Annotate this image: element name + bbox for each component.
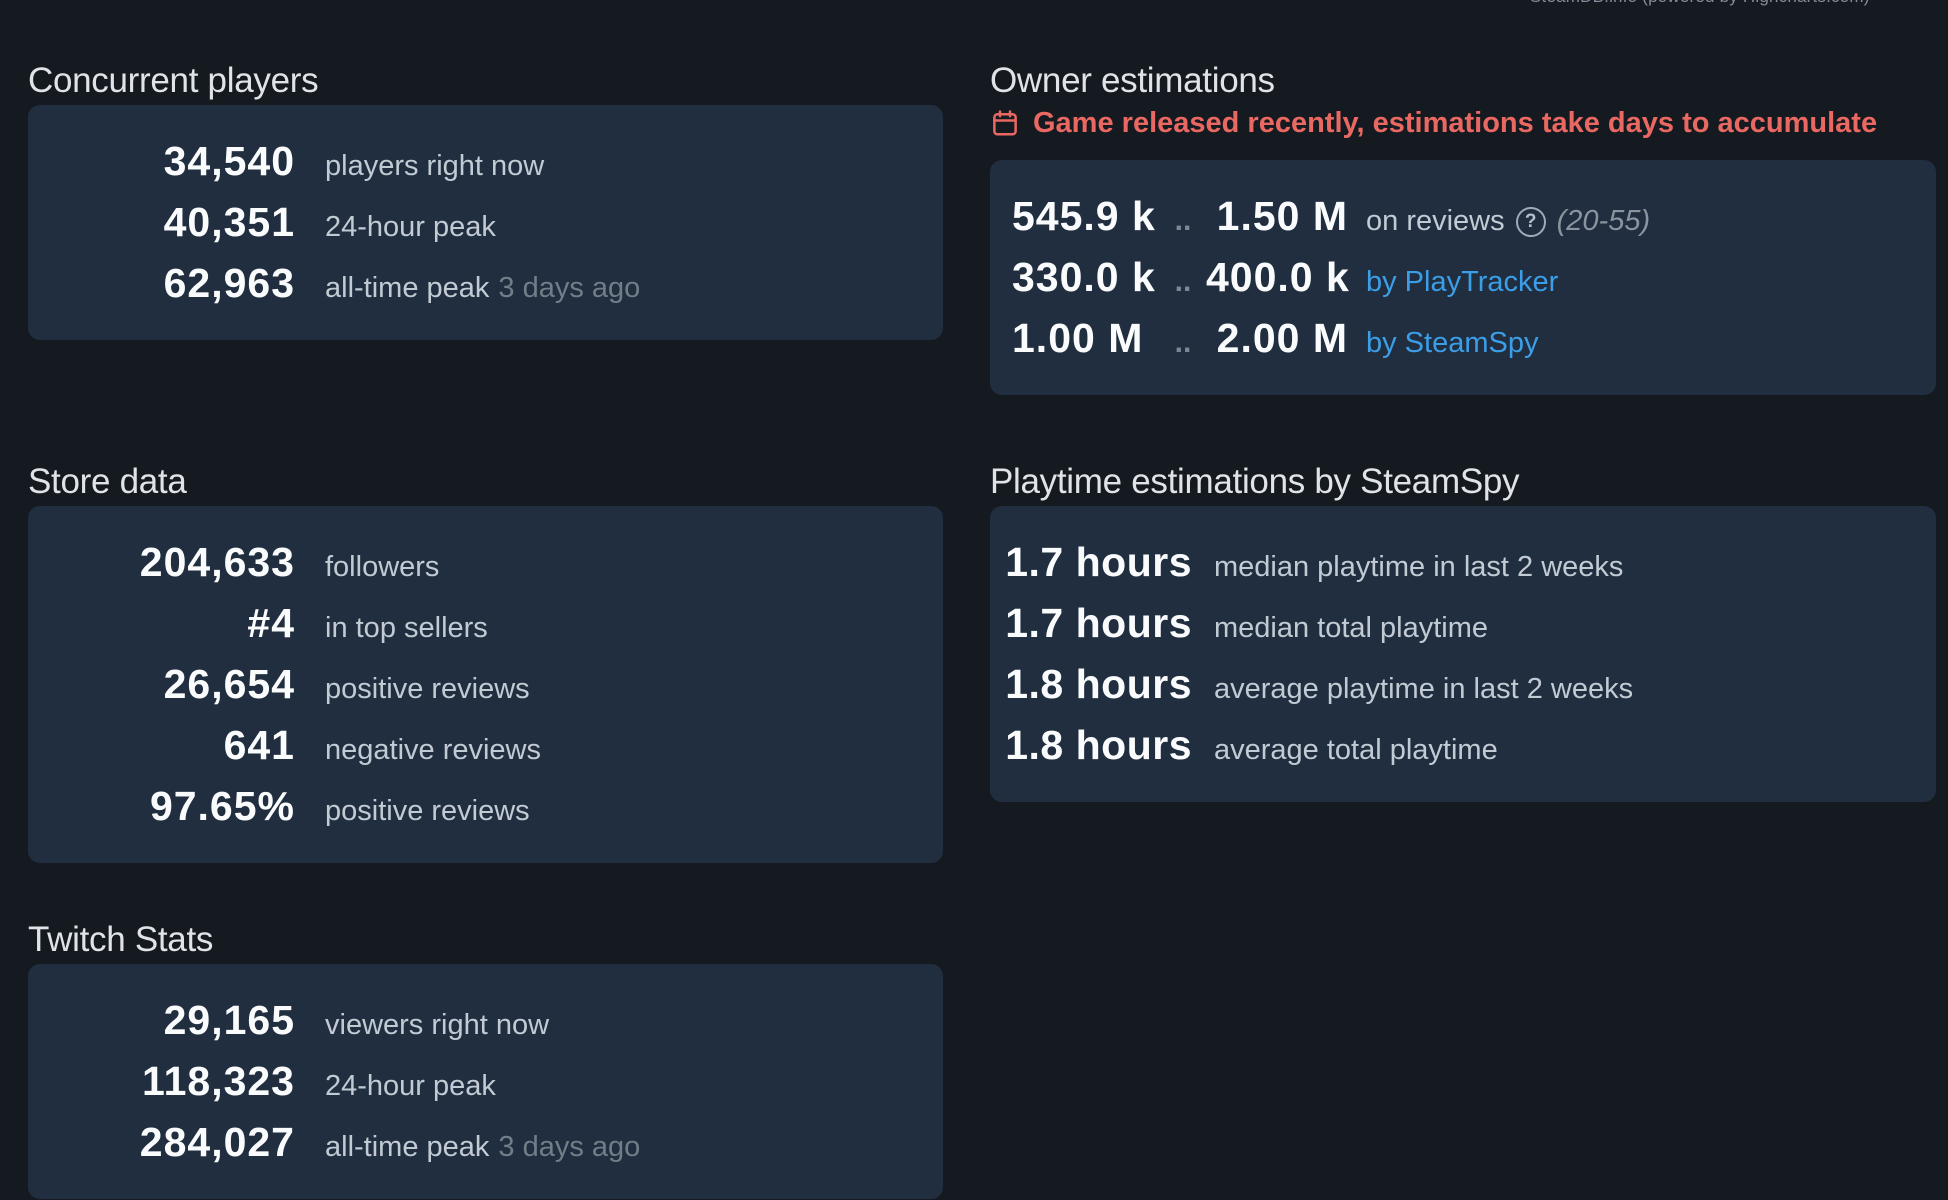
alltime-peak-value: 62,963 — [163, 260, 295, 306]
stat-row-twitch-alltime-peak: 284,027 all-time peak 3 days ago — [28, 1112, 943, 1173]
range-dots: .. — [1174, 326, 1192, 359]
playtime-row-median-2weeks: 1.7 hours median playtime in last 2 week… — [990, 532, 1936, 593]
stat-row-top-sellers: #4 in top sellers — [28, 593, 943, 654]
owner-reviews-low: 545.9 k — [1012, 193, 1156, 239]
average-2weeks-label: average playtime in last 2 weeks — [1214, 673, 1634, 705]
playtime-row-average-2weeks: 1.8 hours average playtime in last 2 wee… — [990, 654, 1936, 715]
playtracker-link[interactable]: by PlayTracker — [1366, 266, 1559, 298]
average-total-label: average total playtime — [1214, 734, 1498, 766]
stat-row-followers: 204,633 followers — [28, 532, 943, 593]
alltime-peak-ago: 3 days ago — [498, 272, 641, 304]
owner-estimations-card: 545.9 k .. 1.50 M on reviews ? (20-55) 3… — [990, 160, 1936, 395]
peak-24h-value: 40,351 — [163, 199, 295, 245]
playtime-row-median-total: 1.7 hours median total playtime — [990, 593, 1936, 654]
left-column: Concurrent players 34,540 players right … — [28, 57, 943, 1199]
twitch-alltime-peak-value: 284,027 — [139, 1119, 295, 1165]
calendar-icon — [990, 108, 1020, 138]
owner-estimations-title: Owner estimations — [990, 61, 1275, 100]
average-total-value: 1.8 hours — [1005, 722, 1192, 768]
right-column: Owner estimations Game released recently… — [990, 57, 1936, 802]
stat-row-positive-pct: 97.65% positive reviews — [28, 776, 943, 837]
positive-pct-value: 97.65% — [149, 783, 295, 829]
alltime-peak-label: all-time peak — [325, 272, 490, 304]
top-sellers-value: #4 — [247, 600, 295, 646]
store-data-card: 204,633 followers #4 in top sellers 26,6… — [28, 506, 943, 863]
steamspy-link[interactable]: by SteamSpy — [1366, 327, 1539, 359]
owner-row-steamspy: 1.00 M .. 2.00 M by SteamSpy — [990, 308, 1936, 369]
positive-pct-label: positive reviews — [325, 795, 530, 827]
owner-playtracker-low: 330.0 k — [1012, 254, 1156, 300]
positive-reviews-value: 26,654 — [163, 661, 295, 707]
twitch-alltime-peak-label: all-time peak — [325, 1131, 490, 1163]
chart-attribution: SteamDB.info (powered by Highcharts.com) — [1530, 0, 1870, 7]
owner-reviews-high: 1.50 M — [1216, 193, 1348, 239]
twitch-24h-peak-value: 118,323 — [142, 1058, 295, 1104]
players-now-value: 34,540 — [163, 138, 295, 184]
concurrent-players-title: Concurrent players — [28, 61, 319, 100]
average-2weeks-value: 1.8 hours — [1005, 661, 1192, 707]
playtime-row-average-total: 1.8 hours average total playtime — [990, 715, 1936, 776]
stat-row-twitch-viewers: 29,165 viewers right now — [28, 990, 943, 1051]
negative-reviews-value: 641 — [223, 722, 295, 768]
stat-row-negative-reviews: 641 negative reviews — [28, 715, 943, 776]
owner-steamspy-low: 1.00 M — [1012, 315, 1144, 361]
owner-reviews-range: (20-55) — [1556, 205, 1651, 237]
peak-24h-label: 24-hour peak — [325, 211, 496, 243]
owner-steamspy-high: 2.00 M — [1216, 315, 1348, 361]
players-now-label: players right now — [325, 150, 545, 182]
owner-row-playtracker: 330.0 k .. 400.0 k by PlayTracker — [990, 247, 1936, 308]
playtime-card: 1.7 hours median playtime in last 2 week… — [990, 506, 1936, 802]
range-dots: .. — [1174, 265, 1192, 298]
twitch-stats-title: Twitch Stats — [28, 920, 214, 959]
median-total-label: median total playtime — [1214, 612, 1489, 644]
store-data-title: Store data — [28, 462, 187, 501]
stat-row-players-now: 34,540 players right now — [28, 131, 943, 192]
owner-playtracker-high: 400.0 k — [1206, 254, 1350, 300]
owner-reviews-label: on reviews — [1366, 205, 1505, 237]
top-sellers-label: in top sellers — [325, 612, 488, 644]
owner-warning: Game released recently, estimations take… — [990, 105, 1936, 141]
stat-row-24h-peak: 40,351 24-hour peak — [28, 192, 943, 253]
followers-value: 204,633 — [139, 539, 295, 585]
playtime-title: Playtime estimations by SteamSpy — [990, 462, 1520, 501]
help-icon[interactable]: ? — [1515, 206, 1546, 237]
negative-reviews-label: negative reviews — [325, 734, 541, 766]
stat-row-twitch-24h-peak: 118,323 24-hour peak — [28, 1051, 943, 1112]
twitch-alltime-peak-ago: 3 days ago — [498, 1131, 641, 1163]
twitch-viewers-value: 29,165 — [163, 997, 295, 1043]
owner-warning-text: Game released recently, estimations take… — [1033, 106, 1878, 139]
twitch-stats-card: 29,165 viewers right now 118,323 24-hour… — [28, 964, 943, 1199]
stat-row-alltime-peak: 62,963 all-time peak 3 days ago — [28, 253, 943, 314]
median-total-value: 1.7 hours — [1005, 600, 1192, 646]
positive-reviews-label: positive reviews — [325, 673, 530, 705]
stat-row-positive-reviews: 26,654 positive reviews — [28, 654, 943, 715]
median-2weeks-value: 1.7 hours — [1005, 539, 1192, 585]
followers-label: followers — [325, 551, 440, 583]
owner-row-reviews: 545.9 k .. 1.50 M on reviews ? (20-55) — [990, 186, 1936, 247]
range-dots: .. — [1174, 204, 1192, 237]
median-2weeks-label: median playtime in last 2 weeks — [1214, 551, 1624, 583]
concurrent-players-card: 34,540 players right now 40,351 24-hour … — [28, 105, 943, 340]
twitch-viewers-label: viewers right now — [325, 1009, 550, 1041]
twitch-24h-peak-label: 24-hour peak — [325, 1070, 496, 1102]
